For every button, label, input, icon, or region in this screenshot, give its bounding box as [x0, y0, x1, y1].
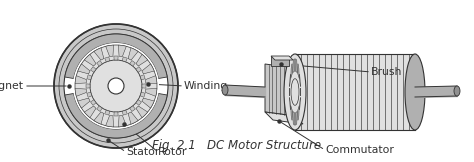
- Ellipse shape: [64, 34, 168, 138]
- Polygon shape: [114, 112, 118, 116]
- Polygon shape: [140, 75, 145, 80]
- Polygon shape: [142, 98, 154, 108]
- Polygon shape: [293, 111, 295, 125]
- Polygon shape: [290, 97, 291, 110]
- Ellipse shape: [291, 68, 299, 116]
- Polygon shape: [75, 76, 87, 84]
- Ellipse shape: [291, 79, 299, 105]
- Polygon shape: [114, 56, 118, 60]
- Polygon shape: [271, 56, 289, 66]
- Polygon shape: [295, 59, 297, 73]
- Polygon shape: [291, 64, 292, 78]
- Ellipse shape: [90, 60, 142, 112]
- Polygon shape: [130, 106, 135, 111]
- Text: Brush: Brush: [371, 67, 402, 77]
- Polygon shape: [300, 97, 301, 110]
- Polygon shape: [91, 67, 96, 72]
- Polygon shape: [84, 54, 96, 66]
- Ellipse shape: [54, 24, 178, 148]
- Polygon shape: [265, 112, 303, 124]
- Polygon shape: [105, 57, 110, 62]
- Polygon shape: [65, 34, 167, 79]
- Polygon shape: [118, 115, 126, 127]
- Polygon shape: [94, 48, 104, 60]
- Polygon shape: [106, 115, 114, 127]
- Text: Winding: Winding: [184, 81, 228, 91]
- Ellipse shape: [454, 86, 460, 96]
- Polygon shape: [122, 110, 128, 115]
- Polygon shape: [97, 61, 102, 66]
- Polygon shape: [140, 92, 145, 97]
- Ellipse shape: [73, 43, 159, 129]
- Polygon shape: [142, 64, 154, 74]
- Polygon shape: [290, 74, 291, 87]
- Polygon shape: [128, 112, 138, 124]
- Polygon shape: [136, 106, 148, 118]
- Ellipse shape: [75, 45, 157, 127]
- Polygon shape: [122, 57, 128, 62]
- Text: Fig. 2.1   DC Motor Structure: Fig. 2.1 DC Motor Structure: [153, 139, 321, 152]
- Polygon shape: [84, 106, 96, 118]
- Polygon shape: [136, 67, 141, 72]
- Polygon shape: [265, 64, 295, 116]
- Polygon shape: [106, 45, 114, 57]
- Polygon shape: [291, 106, 292, 120]
- Ellipse shape: [108, 78, 124, 94]
- Polygon shape: [86, 84, 90, 88]
- Polygon shape: [78, 98, 90, 108]
- Polygon shape: [65, 93, 167, 138]
- Text: Magnet: Magnet: [0, 81, 24, 91]
- Polygon shape: [298, 106, 299, 120]
- Polygon shape: [128, 48, 138, 60]
- Text: Rotor: Rotor: [158, 147, 187, 157]
- Ellipse shape: [405, 54, 425, 130]
- Polygon shape: [105, 110, 110, 115]
- Polygon shape: [142, 84, 146, 88]
- Polygon shape: [271, 56, 293, 60]
- Polygon shape: [130, 61, 135, 66]
- Polygon shape: [94, 112, 104, 124]
- Polygon shape: [298, 64, 299, 78]
- Polygon shape: [146, 88, 157, 96]
- Polygon shape: [78, 64, 90, 74]
- Polygon shape: [136, 100, 141, 105]
- Polygon shape: [87, 92, 92, 97]
- Polygon shape: [91, 100, 96, 105]
- Polygon shape: [300, 74, 301, 87]
- Polygon shape: [295, 54, 415, 130]
- Text: Stator: Stator: [126, 147, 159, 157]
- Polygon shape: [75, 88, 87, 96]
- Polygon shape: [87, 75, 92, 80]
- Text: Commutator: Commutator: [325, 145, 394, 155]
- Polygon shape: [295, 111, 297, 125]
- Polygon shape: [293, 59, 295, 73]
- Ellipse shape: [222, 85, 228, 95]
- Polygon shape: [136, 54, 148, 66]
- Polygon shape: [146, 76, 157, 84]
- Ellipse shape: [284, 54, 306, 130]
- Polygon shape: [97, 106, 102, 111]
- Polygon shape: [118, 45, 126, 57]
